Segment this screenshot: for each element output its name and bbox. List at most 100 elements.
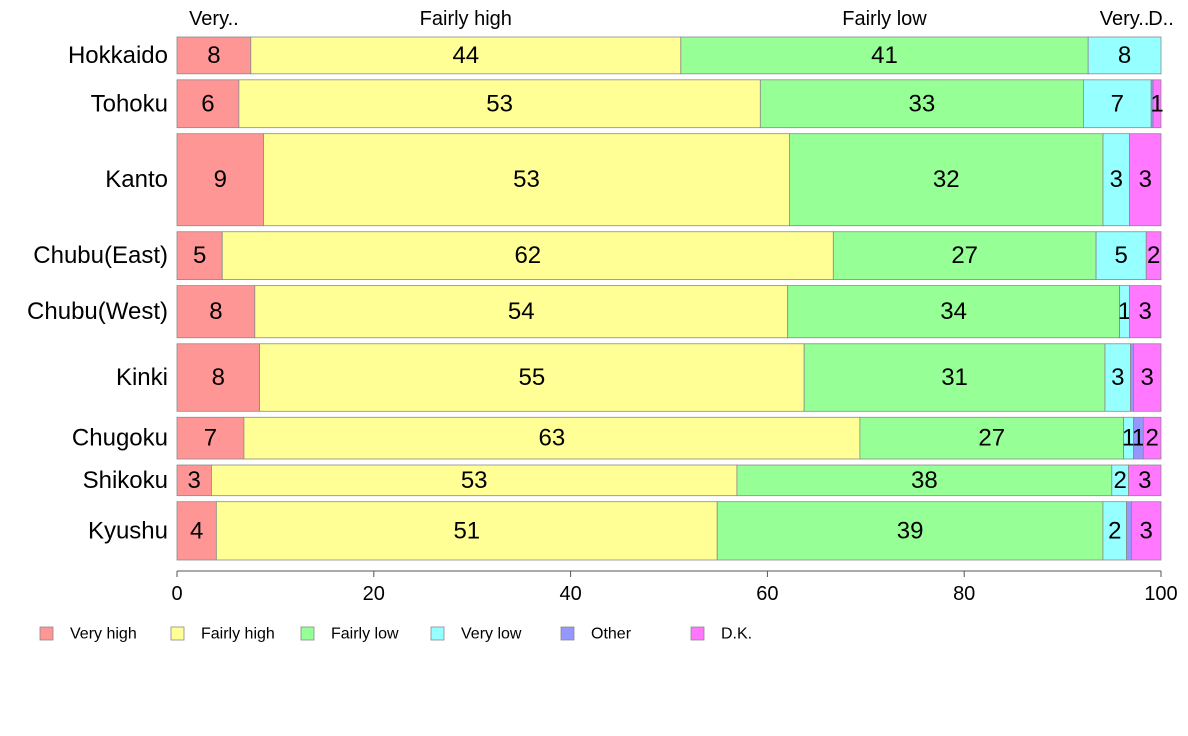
- bar-segment: [1104, 343, 1131, 412]
- bar-segment: [1083, 79, 1152, 129]
- region-label: Hokkaido: [68, 42, 168, 69]
- segment-value-label: 27: [978, 425, 1005, 452]
- segment-value-label: 1: [1118, 298, 1131, 325]
- segment-value-label: 8: [212, 364, 225, 391]
- x-tick-label: 0: [171, 583, 182, 605]
- segment-value-label: 2: [1113, 467, 1126, 494]
- segment-value-label: 51: [453, 517, 480, 544]
- top-category-label: Fairly high: [420, 8, 512, 30]
- bar-segment: [1087, 36, 1162, 75]
- bar-segment: [1145, 231, 1162, 281]
- bar-segment: [250, 36, 682, 75]
- bar-segment: [1133, 343, 1162, 412]
- x-tick-label: 20: [363, 583, 385, 605]
- segment-value-label: 5: [1114, 242, 1127, 269]
- bar-segment: [238, 79, 761, 129]
- segment-value-label: 3: [1111, 364, 1124, 391]
- bar-segment: [1126, 501, 1132, 561]
- region-label: Kinki: [116, 364, 168, 391]
- bar-segment: [1130, 343, 1134, 412]
- legend-swatch: [39, 626, 54, 641]
- region-label: Chugoku: [72, 425, 168, 452]
- x-tick-label: 40: [559, 583, 581, 605]
- bar-segment: [243, 416, 861, 460]
- segment-value-label: 4: [190, 517, 203, 544]
- region-label: Tohoku: [91, 90, 168, 117]
- legend-label: Very low: [461, 626, 522, 643]
- segment-value-label: 2: [1145, 425, 1158, 452]
- segment-value-label: 62: [514, 242, 541, 269]
- bar-segment: [859, 416, 1125, 460]
- legend-swatch: [300, 626, 315, 641]
- bar-segment: [1128, 464, 1162, 497]
- segment-value-label: 31: [941, 364, 968, 391]
- legend-swatch: [690, 626, 705, 641]
- segment-value-label: 1: [1122, 425, 1135, 452]
- bar-segment: [1152, 79, 1162, 129]
- legend-swatch: [430, 626, 445, 641]
- bar-segment: [1102, 133, 1130, 227]
- bar-segment: [176, 343, 260, 412]
- region-label: Kyushu: [88, 517, 168, 544]
- segment-value-label: 3: [1141, 364, 1154, 391]
- segment-value-label: 44: [452, 42, 479, 69]
- legend-swatch: [170, 626, 185, 641]
- bar-segment: [1129, 133, 1162, 227]
- legend-label: D.K.: [721, 626, 752, 643]
- x-tick-label: 100: [1144, 583, 1177, 605]
- segment-value-label: 5: [193, 242, 206, 269]
- bar-segment: [176, 133, 264, 227]
- segment-value-label: 3: [188, 467, 201, 494]
- segment-value-label: 2: [1147, 242, 1160, 269]
- top-category-label: Very..: [1100, 8, 1150, 30]
- bar-segment: [736, 464, 1113, 497]
- segment-value-label: 63: [539, 425, 566, 452]
- segment-value-label: 3: [1140, 517, 1153, 544]
- segment-value-label: 27: [951, 242, 978, 269]
- bar-segment: [176, 36, 252, 75]
- bar-segment: [254, 285, 789, 339]
- segment-value-label: 3: [1139, 166, 1152, 193]
- legend-swatch: [560, 626, 575, 641]
- segment-value-label: 3: [1138, 467, 1151, 494]
- bar-segment: [803, 343, 1106, 412]
- bar-segment: [221, 231, 834, 281]
- bar-segment: [1131, 501, 1162, 561]
- segment-value-label: 2: [1108, 517, 1121, 544]
- segment-value-label: 33: [909, 90, 936, 117]
- segment-value-label: 53: [486, 90, 513, 117]
- bar-segment: [789, 133, 1104, 227]
- bar-segment: [1095, 231, 1147, 281]
- bar-segment: [176, 231, 223, 281]
- segment-value-label: 54: [508, 298, 535, 325]
- legend-label: Very high: [70, 626, 137, 643]
- bar-segment: [176, 416, 245, 460]
- segment-value-label: 55: [519, 364, 546, 391]
- segment-value-label: 7: [204, 425, 217, 452]
- region-label: Chubu(East): [33, 242, 168, 269]
- segment-value-label: 3: [1139, 298, 1152, 325]
- segment-value-label: 39: [897, 517, 924, 544]
- legend-label: Fairly high: [201, 626, 275, 643]
- bar-segment: [263, 133, 790, 227]
- bar-segment: [176, 79, 240, 129]
- region-label: Chubu(West): [27, 298, 168, 325]
- segment-value-label: 41: [871, 42, 898, 69]
- region-label: Shikoku: [83, 467, 168, 494]
- segment-value-label: 3: [1110, 166, 1123, 193]
- segment-value-label: 53: [461, 467, 488, 494]
- top-category-label: D..: [1148, 8, 1174, 30]
- bar-segment: [211, 464, 738, 497]
- segment-value-label: 9: [214, 166, 227, 193]
- segment-value-label: 6: [201, 90, 214, 117]
- segment-value-label: 7: [1111, 90, 1124, 117]
- bar-segment: [680, 36, 1089, 75]
- x-tick-label: 80: [953, 583, 975, 605]
- bar-segment: [787, 285, 1121, 339]
- segment-value-label: 38: [911, 467, 938, 494]
- segment-value-label: 8: [207, 42, 220, 69]
- segment-value-label: 53: [513, 166, 540, 193]
- top-category-label: Fairly low: [842, 8, 927, 30]
- segment-value-label: 8: [1118, 42, 1131, 69]
